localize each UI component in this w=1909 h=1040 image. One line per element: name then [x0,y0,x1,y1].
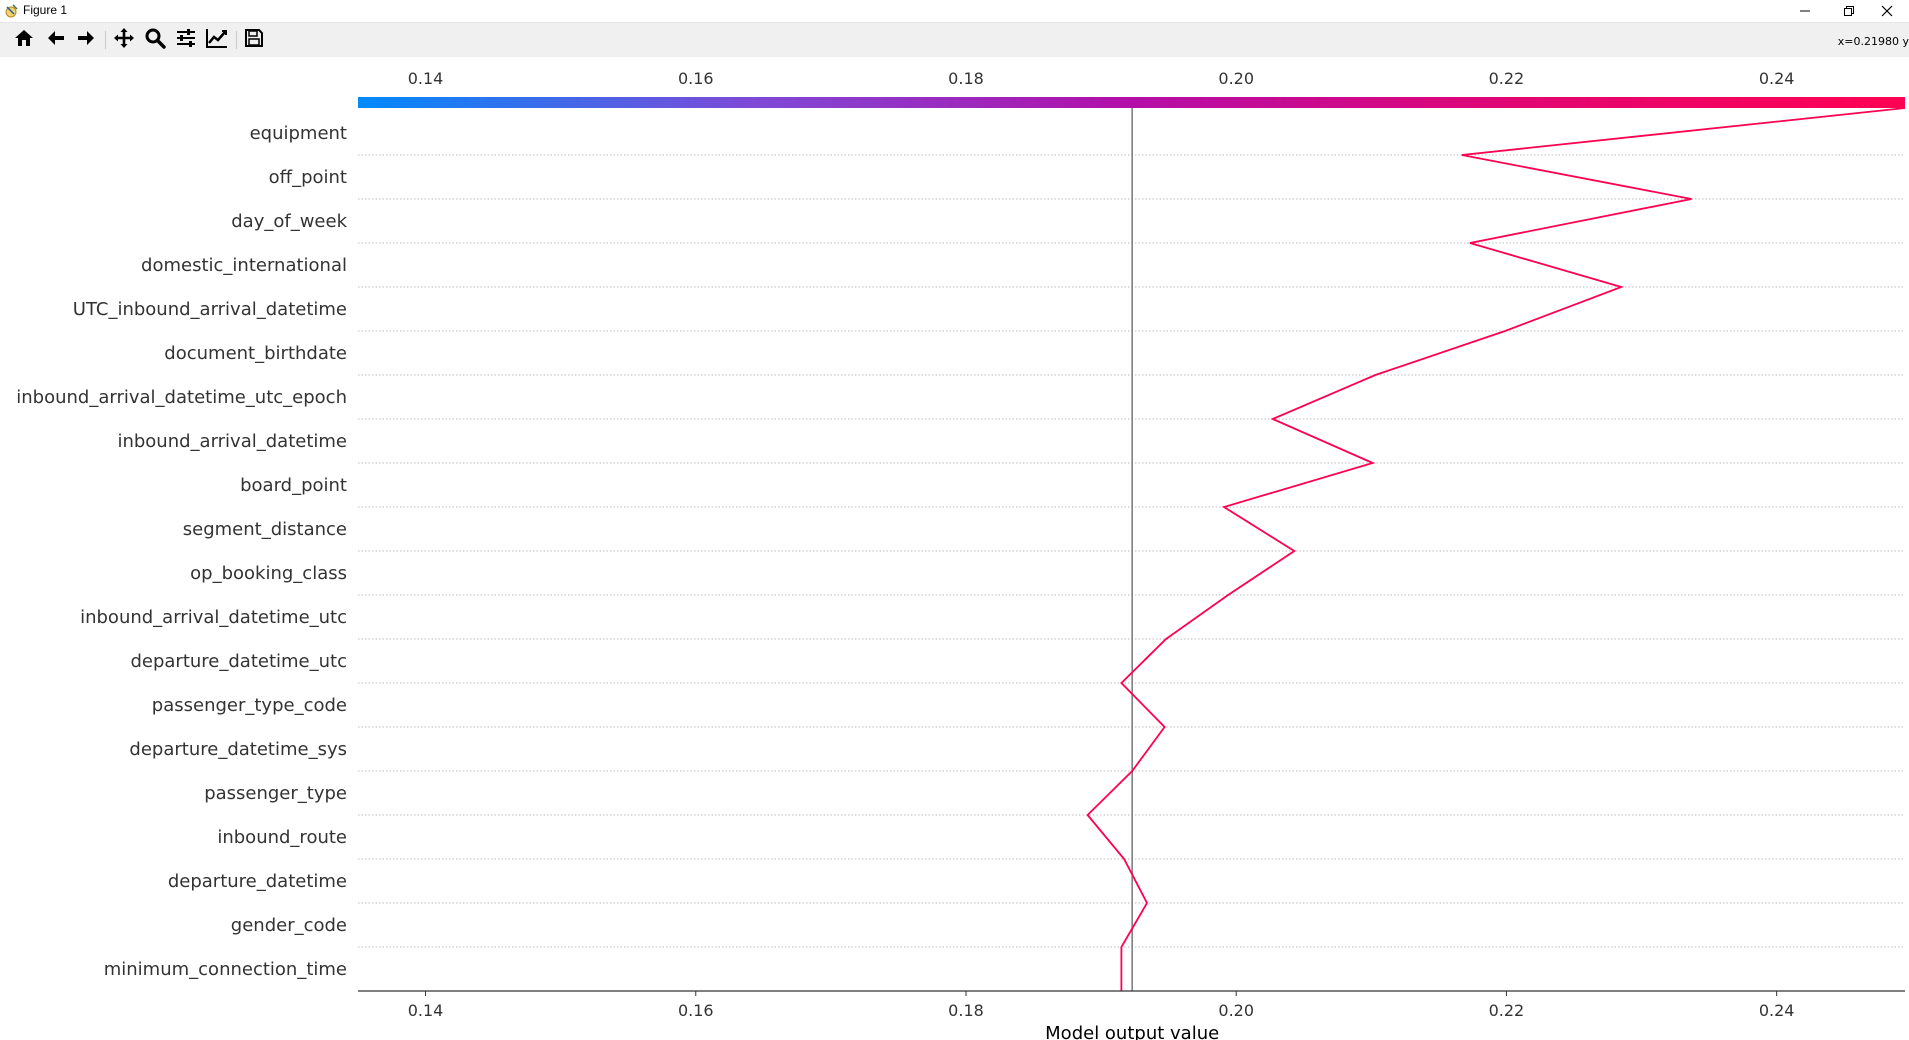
x-tick-label-top: 0.16 [678,69,714,88]
minimize-button[interactable] [1783,0,1827,22]
matplotlib-icon [4,3,20,19]
feature-label: passenger_type [204,783,347,804]
x-axis-label: Model output value [1045,1023,1219,1040]
sliders-icon [175,28,197,52]
feature-label: equipment [250,123,347,144]
back-button[interactable] [42,27,70,53]
x-tick-label-top: 0.18 [948,69,984,88]
zoom-icon [144,27,166,53]
close-button[interactable] [1865,0,1909,22]
window-title: Figure 1 [23,3,68,17]
close-icon [1881,5,1893,17]
minimize-icon [1799,5,1811,17]
arrow-right-icon [76,28,96,52]
feature-label: inbound_route [217,827,347,848]
home-icon [13,28,35,52]
x-tick-label-top: 0.24 [1759,69,1795,88]
x-tick-label-bottom: 0.22 [1489,1001,1525,1020]
figure-canvas[interactable]: equipment off_point day_of_week domestic_in… [0,57,1909,1040]
navigation-toolbar: x=0.21980 y [0,22,1909,58]
feature-label: op_booking_class [190,563,347,584]
save-icon [244,28,264,52]
title-bar: Figure 1 [0,0,1909,22]
x-tick-label-bottom: 0.14 [408,1001,444,1020]
forward-button[interactable] [72,27,100,53]
x-tick-label-top: 0.20 [1218,69,1254,88]
decision-plot: equipment off_point day_of_week domestic_in… [16,69,1906,1040]
decision-path-line [1086,107,1906,991]
x-tick-label-bottom: 0.24 [1759,1001,1795,1020]
x-tick-label-bottom: 0.20 [1218,1001,1254,1020]
feature-label: passenger_type_code [152,695,347,716]
save-button[interactable] [240,27,268,53]
feature-label: gender_code [231,915,347,936]
cursor-coordinates: x=0.21980 y [1837,35,1909,48]
feature-label: document_birthdate [164,343,347,364]
zoom-button[interactable] [141,27,169,53]
x-tick-label-top: 0.22 [1489,69,1525,88]
toolbar-separator [236,31,237,49]
feature-label: UTC_inbound_arrival_datetime [73,299,347,320]
feature-label: inbound_arrival_datetime [117,431,347,452]
home-button[interactable] [10,27,38,53]
arrow-left-icon [46,28,66,52]
pan-button[interactable] [110,27,138,53]
x-tick-label-top: 0.14 [408,69,444,88]
feature-label: board_point [240,475,347,496]
feature-label: departure_datetime_sys [129,739,347,760]
feature-label: domestic_international [141,255,347,276]
colorbar [358,97,1905,108]
line-chart-icon [205,27,229,53]
restore-button[interactable] [1827,0,1871,22]
x-tick-label-bottom: 0.16 [678,1001,714,1020]
feature-label: departure_datetime_utc [130,651,347,672]
x-tick-label-bottom: 0.18 [948,1001,984,1020]
toolbar-separator [105,31,106,49]
feature-label: minimum_connection_time [104,959,347,980]
configure-subplots-button[interactable] [172,27,200,53]
feature-label: inbound_arrival_datetime_utc [80,607,347,628]
restore-icon [1843,5,1855,17]
move-icon [113,27,135,53]
feature-label: day_of_week [231,211,347,232]
feature-label: inbound_arrival_datetime_utc_epoch [16,387,347,408]
feature-label: departure_datetime [168,871,347,892]
edit-axis-button[interactable] [203,27,231,53]
feature-label: off_point [269,167,347,188]
feature-label: segment_distance [183,519,347,540]
